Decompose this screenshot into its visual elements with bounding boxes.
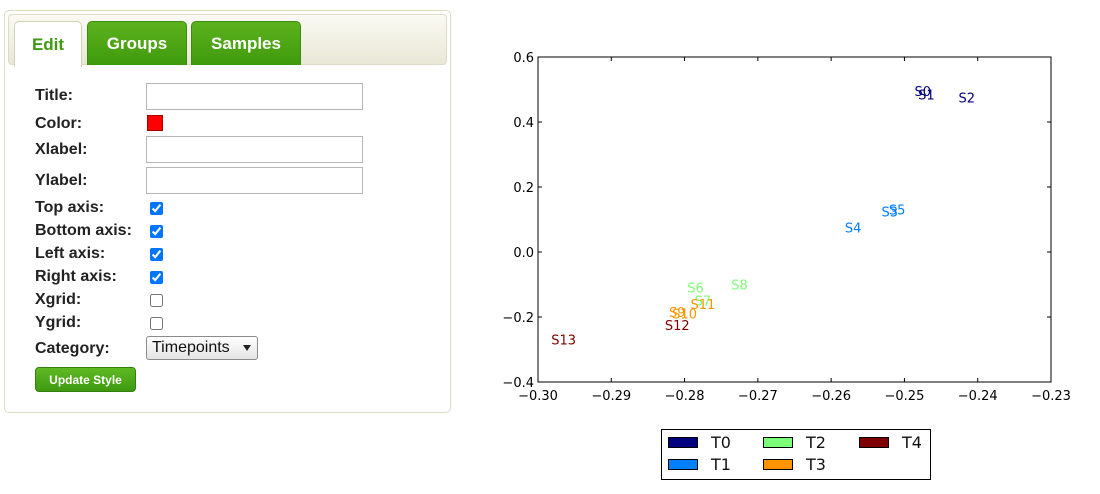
data-point-label: S7: [695, 295, 712, 310]
data-point-label: S6: [687, 282, 704, 297]
legend-label: T4: [902, 433, 922, 452]
y-tick-label: −0.2: [502, 311, 534, 326]
xgrid-label: Xgrid:: [35, 291, 82, 308]
x-tick-label: −0.25: [885, 389, 925, 404]
legend-label: T2: [806, 433, 826, 452]
ylabel-label: Ylabel:: [35, 172, 88, 189]
ygrid-checkbox[interactable]: [150, 317, 163, 330]
bottom-axis-checkbox[interactable]: [150, 225, 163, 238]
right-axis-checkbox[interactable]: [150, 271, 163, 284]
top-axis-checkbox[interactable]: [150, 202, 163, 215]
x-tick-label: −0.28: [665, 389, 705, 404]
tab-edit[interactable]: Edit: [14, 21, 82, 67]
data-point-label: S4: [845, 222, 862, 237]
legend-label: T1: [711, 455, 731, 474]
y-tick-label: 0.0: [513, 246, 534, 261]
data-point-label: S10: [672, 308, 697, 323]
left-axis-label: Left axis:: [35, 245, 106, 262]
legend-item: T4: [859, 433, 922, 452]
x-tick-label: −0.24: [958, 389, 998, 404]
y-tick-label: −0.4: [502, 376, 534, 391]
title-input[interactable]: [146, 83, 363, 110]
x-tick-label: −0.30: [518, 389, 558, 404]
title-label: Title:: [35, 87, 73, 104]
legend-swatch: [763, 459, 793, 470]
data-point-label: S13: [551, 334, 576, 349]
category-select-value: Timepoints: [152, 339, 230, 356]
plot-frame: [537, 56, 1052, 383]
ylabel-input[interactable]: [146, 167, 363, 194]
legend-swatch: [763, 437, 793, 448]
right-axis-label: Right axis:: [35, 268, 117, 285]
xlabel-label: Xlabel:: [35, 141, 88, 158]
data-point-label: S3: [882, 205, 899, 220]
legend-item: T2: [763, 433, 826, 452]
legend-label: T0: [711, 433, 731, 452]
chart-legend: T0 T1 T2 T3 T4: [661, 429, 931, 480]
legend-swatch: [859, 437, 889, 448]
xgrid-checkbox[interactable]: [150, 294, 163, 307]
data-point-label: S8: [731, 278, 748, 293]
bottom-axis-label: Bottom axis:: [35, 222, 132, 239]
data-point-label: S9: [669, 306, 686, 321]
y-tick-label: 0.4: [513, 116, 534, 131]
category-label: Category:: [35, 340, 110, 357]
legend-item: T1: [668, 455, 731, 474]
color-swatch[interactable]: [147, 115, 163, 131]
legend-item: T3: [763, 455, 826, 474]
data-point-label: S5: [889, 204, 906, 219]
legend-swatch: [668, 459, 698, 470]
top-axis-label: Top axis:: [35, 199, 105, 216]
data-point-label: S11: [690, 298, 715, 313]
y-tick-label: 0.2: [513, 181, 534, 196]
chevron-down-icon: [243, 345, 251, 351]
scatter-chart: −0.30 −0.29 −0.28 −0.27 −0.26 −0.25 −0.24 −0.23…: [502, 51, 1071, 404]
x-tick-label: −0.23: [1031, 389, 1071, 404]
legend-item: T0: [668, 433, 731, 452]
data-point-label: S2: [958, 92, 975, 107]
x-tick-label: −0.27: [738, 389, 778, 404]
left-axis-checkbox[interactable]: [150, 248, 163, 261]
ygrid-label: Ygrid:: [35, 314, 82, 331]
x-tick-label: −0.29: [591, 389, 631, 404]
legend-swatch: [668, 437, 698, 448]
data-point-label: S12: [665, 319, 690, 334]
style-editor-panel: Edit Groups Samples Title: Color: Xlabel…: [4, 10, 451, 413]
xlabel-input[interactable]: [146, 136, 363, 163]
tab-samples[interactable]: Samples: [191, 21, 301, 65]
legend-label: T3: [806, 455, 826, 474]
category-select[interactable]: Timepoints: [146, 336, 258, 360]
update-style-button[interactable]: Update Style: [35, 367, 136, 392]
data-point-label: S1: [918, 88, 935, 103]
y-tick-label: 0.6: [513, 51, 534, 66]
x-tick-label: −0.26: [811, 389, 851, 404]
color-label: Color:: [35, 115, 83, 132]
tab-groups[interactable]: Groups: [87, 21, 187, 65]
tab-bar: Edit Groups Samples: [8, 14, 447, 67]
data-point-label: S0: [914, 85, 931, 100]
